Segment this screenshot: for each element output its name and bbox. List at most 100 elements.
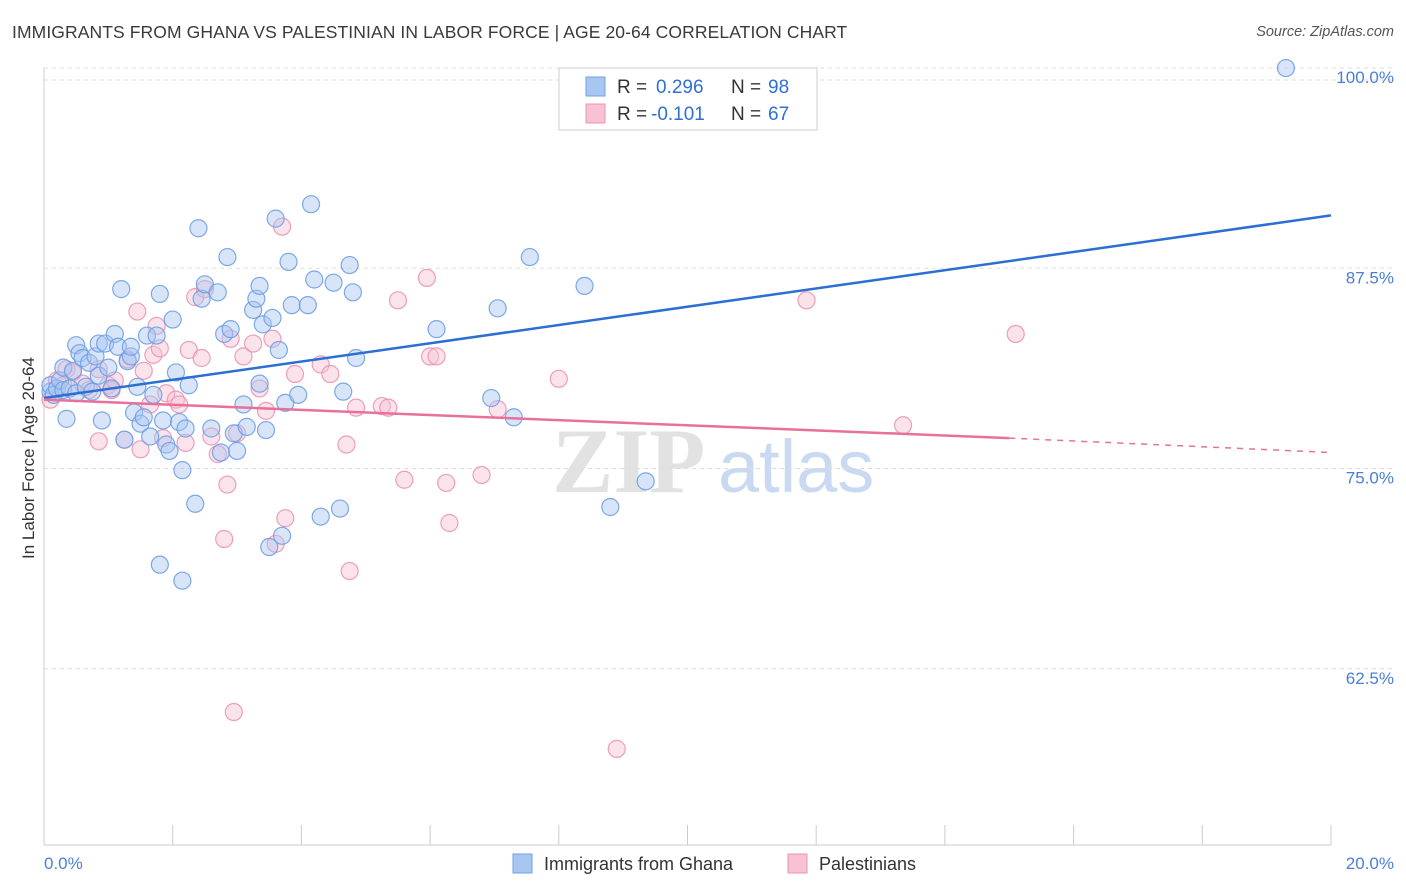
ghana-point	[176, 419, 195, 438]
palestinian-point	[472, 465, 491, 485]
ghana-point	[227, 441, 247, 461]
palestinian-point	[256, 401, 276, 420]
y-tick-label: 75.0%	[1346, 469, 1394, 488]
ghana-point	[108, 337, 128, 356]
palestinian-point	[89, 432, 108, 451]
palestinian-point	[421, 347, 440, 366]
bottom-legend-label-palestinians: Palestinians	[819, 854, 916, 874]
ghana-point	[112, 280, 131, 299]
ghana-point	[63, 361, 83, 380]
trend-lines	[43, 214, 1332, 454]
palestinian-point	[131, 440, 150, 459]
legend-n-value-1: 98	[768, 77, 789, 98]
palestinian-point	[147, 316, 166, 336]
legend-r-label-1: R =	[617, 77, 647, 98]
x-ticks	[43, 825, 1332, 845]
ghana-point	[276, 393, 295, 412]
palestinian-point	[427, 347, 446, 366]
palestinian-point	[797, 291, 816, 310]
x-tick-label-max: 20.0%	[1346, 854, 1394, 873]
ghana-point	[137, 326, 157, 345]
palestinian-point	[337, 435, 356, 454]
ghana-point	[234, 395, 253, 414]
ghana-point	[324, 273, 343, 292]
source-credit: Source: ZipAtlas.com	[1256, 24, 1394, 40]
palestinian-point	[607, 739, 626, 758]
palestinian-point	[440, 513, 459, 533]
palestinian-point	[285, 364, 305, 384]
ghana-point	[57, 409, 76, 428]
legend-r-label-2: R =	[617, 104, 647, 125]
palestinian-point	[276, 509, 295, 528]
palestinian-point	[395, 470, 414, 489]
ghana-point	[237, 417, 256, 436]
legend-r-value-2: -0.101	[651, 104, 705, 125]
y-tick-label: 62.5%	[1346, 669, 1394, 688]
ghana-point	[141, 427, 160, 446]
ghana-point	[150, 555, 169, 574]
ghana-point	[163, 310, 182, 329]
watermark-zip: ZIP	[552, 410, 705, 512]
ghana-point	[250, 374, 269, 393]
ghana-point	[218, 247, 237, 267]
ghana-point	[54, 358, 73, 377]
palestinian-point	[208, 445, 227, 464]
ghana-point	[144, 385, 163, 404]
ghana-point	[92, 411, 112, 430]
ghana-point	[160, 441, 179, 461]
ghana-point	[301, 195, 321, 214]
palestinian-point	[346, 398, 366, 417]
legend-swatch-palestinians	[585, 103, 606, 124]
ghana-point	[488, 299, 507, 318]
palestinian-trend-extension	[1009, 437, 1332, 454]
series-palestinians-points	[41, 217, 1025, 758]
ghana-point	[289, 385, 308, 404]
palestinian-point	[179, 340, 198, 360]
ghana-point	[147, 326, 166, 345]
legend-swatch-ghana	[585, 76, 606, 97]
ghana-point	[202, 419, 221, 438]
palestinian-point	[234, 347, 253, 366]
ghana-point	[266, 209, 285, 228]
ghana-point	[256, 420, 276, 440]
ghana-point	[272, 526, 292, 545]
y-tick-labels: 62.5% 75.0% 87.5% 100.0%	[1336, 68, 1394, 688]
watermark-atlas: atlas	[718, 425, 874, 508]
legend-n-value-2: 67	[768, 104, 789, 125]
y-axis-label: In Labor Force | Age 20-64	[19, 357, 38, 559]
ghana-point	[211, 443, 231, 462]
ghana-point	[99, 358, 118, 377]
palestinian-point	[379, 398, 398, 417]
palestinian-point	[218, 475, 237, 494]
palestinian-point	[321, 364, 340, 384]
palestinian-point	[250, 379, 269, 398]
ghana-point	[118, 352, 137, 371]
ghana-point	[253, 315, 272, 334]
ghana-point	[195, 275, 214, 294]
ghana-point	[330, 499, 350, 518]
ghana-point	[482, 388, 501, 408]
palestinian-point	[224, 702, 243, 722]
legend-n-label-2: N =	[731, 104, 761, 125]
palestinian-point	[134, 361, 153, 380]
ghana-point	[269, 340, 288, 360]
ghana-point	[340, 255, 359, 275]
ghana-point	[305, 270, 324, 289]
ghana-point	[89, 334, 108, 353]
ghana-point	[134, 408, 153, 427]
ghana-point	[636, 472, 655, 491]
bottom-legend-swatch-ghana	[512, 853, 533, 874]
palestinian-point	[417, 268, 436, 287]
palestinian-trend-line	[43, 398, 1010, 440]
palestinian-point	[215, 529, 234, 549]
ghana-point	[260, 537, 279, 557]
ghana-point	[208, 283, 227, 302]
ghana-point	[263, 308, 282, 328]
ghana-point	[343, 283, 362, 302]
ghana-point	[166, 363, 186, 382]
ghana-point	[221, 320, 240, 339]
legend-n-label-1: N =	[731, 77, 761, 98]
palestinian-point	[340, 561, 359, 581]
ghana-point	[121, 337, 140, 356]
